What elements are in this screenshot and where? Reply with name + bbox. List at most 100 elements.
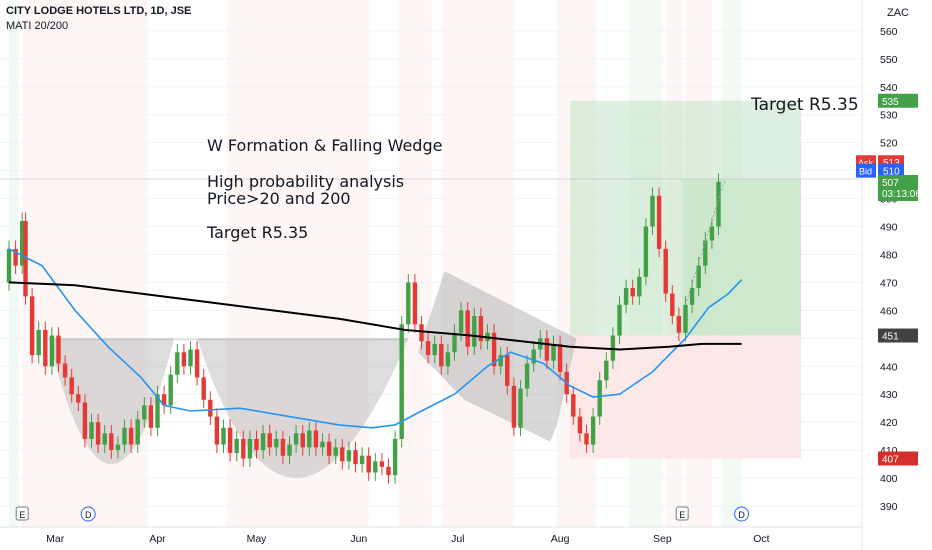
candle xyxy=(241,438,246,459)
candle xyxy=(518,388,523,428)
candle xyxy=(478,315,484,342)
candle xyxy=(102,433,107,445)
price-tick-label: 550 xyxy=(880,54,898,66)
price-tick-label: 520 xyxy=(880,138,898,150)
candle xyxy=(406,282,411,325)
candle xyxy=(366,455,371,473)
candle xyxy=(20,220,25,266)
candle xyxy=(274,438,279,448)
candle xyxy=(590,416,596,445)
dividend-marker: D xyxy=(80,506,96,522)
candle xyxy=(247,438,253,459)
month-label: Oct xyxy=(753,533,769,545)
regime-band xyxy=(441,0,514,527)
candle xyxy=(577,416,583,434)
candle xyxy=(168,374,173,406)
ma200-tag-text: 451 xyxy=(882,332,899,343)
ma20-line xyxy=(8,248,743,429)
candle xyxy=(181,352,187,367)
candle xyxy=(353,450,358,465)
candle xyxy=(432,343,437,356)
target-tag-bg xyxy=(878,93,918,108)
price-tick-label: 430 xyxy=(880,389,898,401)
candle xyxy=(313,430,319,448)
candle xyxy=(623,288,629,305)
candle xyxy=(386,466,391,476)
price-tick-label: 560 xyxy=(880,26,898,38)
candle xyxy=(524,363,530,389)
candle xyxy=(260,433,266,451)
candle xyxy=(175,352,180,375)
candle xyxy=(95,422,101,445)
candle xyxy=(425,341,431,356)
falling-wedge xyxy=(418,271,577,442)
candle xyxy=(557,343,563,372)
candle xyxy=(610,335,616,361)
marker-circle xyxy=(80,506,96,522)
candle xyxy=(617,304,622,336)
candle xyxy=(531,349,536,364)
candle xyxy=(287,444,292,456)
candle xyxy=(82,402,88,439)
candle xyxy=(465,310,470,347)
candle xyxy=(122,427,127,445)
candle xyxy=(650,195,655,227)
ask-label: Ask xyxy=(858,158,874,168)
price-tick-label: 540 xyxy=(880,82,898,94)
month-label: Apr xyxy=(149,533,166,545)
target-zone-inner xyxy=(682,179,801,336)
candle xyxy=(340,447,345,462)
candle xyxy=(419,324,424,342)
candle xyxy=(148,405,154,428)
candle xyxy=(663,248,668,294)
w-neckline xyxy=(48,338,409,341)
month-label: Jun xyxy=(350,533,367,545)
candle xyxy=(36,329,41,356)
w-formation-right xyxy=(174,338,409,479)
candle xyxy=(280,438,286,456)
marker-circle xyxy=(734,506,750,522)
candle xyxy=(689,288,695,305)
marker-label: D xyxy=(738,510,745,520)
candle xyxy=(604,360,609,381)
price-tick-label: 490 xyxy=(880,222,898,234)
candle xyxy=(637,276,642,297)
candle xyxy=(326,441,332,456)
candle xyxy=(412,282,418,325)
candle xyxy=(109,433,114,451)
bid-label-bg xyxy=(856,163,876,178)
candle xyxy=(399,324,404,439)
candle xyxy=(188,349,193,367)
marker-label: E xyxy=(19,510,25,520)
candle xyxy=(194,349,200,378)
candle xyxy=(392,438,398,476)
last-price-tag-text: 03:13:06 xyxy=(882,189,921,200)
bid-tag: Bid 510 xyxy=(856,163,904,178)
month-label: May xyxy=(247,533,268,545)
target-tag: 535 xyxy=(878,93,918,108)
candle xyxy=(656,195,662,249)
last-price-tag-text: 507 xyxy=(882,178,899,189)
month-label: Sep xyxy=(653,533,672,545)
candle xyxy=(511,385,517,428)
candle xyxy=(320,441,325,448)
candle xyxy=(221,427,226,445)
marker-label: D xyxy=(85,510,92,520)
candle xyxy=(346,450,352,462)
candle xyxy=(300,433,305,448)
candle xyxy=(472,315,477,347)
candle xyxy=(128,427,134,445)
marker-label: E xyxy=(679,510,685,520)
price-tick-label: 420 xyxy=(880,417,898,429)
candle xyxy=(452,332,457,353)
ma200-tag: 451 xyxy=(878,328,918,343)
price-tick-label: 470 xyxy=(880,277,898,289)
stop-tag-bg xyxy=(878,451,918,466)
currency-label[interactable]: ZAC xyxy=(887,7,909,19)
candle xyxy=(89,422,94,439)
earnings-marker: E xyxy=(15,506,29,521)
target-tag-text: 535 xyxy=(882,97,899,108)
candle xyxy=(703,240,708,266)
